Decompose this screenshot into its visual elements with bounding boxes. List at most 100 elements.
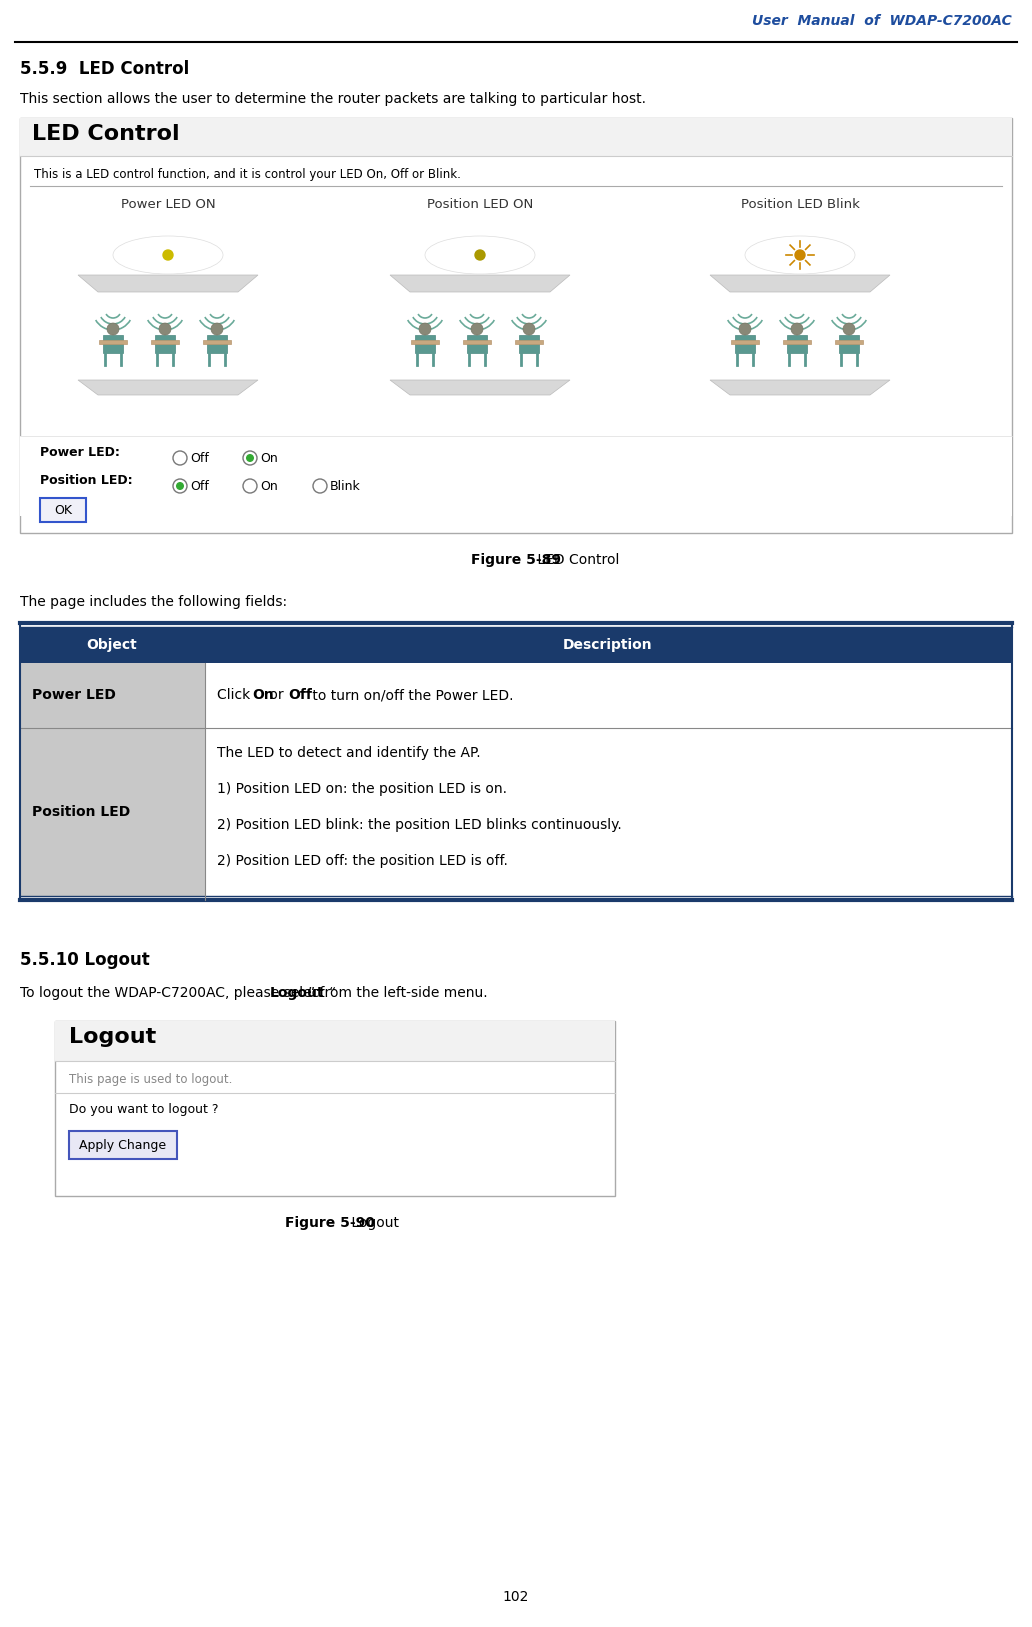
Text: 5.5.10 Logout: 5.5.10 Logout [20,952,150,970]
Text: Do you want to logout ?: Do you want to logout ? [69,1103,219,1116]
Text: Apply Change: Apply Change [79,1139,166,1152]
Bar [155,335,175,353]
Text: The page includes the following fields:: The page includes the following fields: [20,595,287,608]
Text: 1) Position LED on: the position LED is on.: 1) Position LED on: the position LED is … [217,783,507,796]
Bar [151,340,179,343]
Text: LED Control: LED Control [533,553,619,566]
Text: Description: Description [563,638,653,652]
Bar [203,340,231,343]
Text: Figure 5-90: Figure 5-90 [285,1215,375,1230]
Bar [103,335,123,353]
Bar [731,340,759,343]
Circle shape [791,324,803,335]
Text: Position LED Blink: Position LED Blink [741,198,860,212]
Bar [55,1022,615,1196]
Circle shape [173,478,187,493]
Text: Figure 5-89: Figure 5-89 [471,553,561,566]
Text: Position LED: Position LED [32,805,130,818]
Bar [20,626,1012,662]
Text: Position LED:: Position LED: [40,473,133,486]
Bar [20,119,1012,156]
Bar [415,335,436,353]
Text: ” from the left-side menu.: ” from the left-side menu. [309,986,488,1001]
Circle shape [176,482,184,490]
Bar [20,436,1012,516]
Text: or: or [265,688,288,701]
Circle shape [107,324,119,335]
Polygon shape [390,275,570,291]
Circle shape [475,251,485,260]
Bar [787,335,807,353]
Text: Logout: Logout [69,1027,156,1048]
Circle shape [471,324,483,335]
Circle shape [173,451,187,465]
Text: Off: Off [190,480,208,493]
Text: to turn on/off the Power LED.: to turn on/off the Power LED. [308,688,513,701]
Text: Click: Click [217,688,255,701]
Text: This section allows the user to determine the router packets are talking to part: This section allows the user to determin… [20,93,646,106]
Text: Logout: Logout [347,1215,399,1230]
Bar [20,662,205,727]
Circle shape [243,478,257,493]
Text: OK: OK [54,503,72,516]
Circle shape [246,454,254,462]
Circle shape [159,324,171,335]
Text: 2) Position LED blink: the position LED blinks continuously.: 2) Position LED blink: the position LED … [217,818,621,831]
Circle shape [419,324,431,335]
Text: The LED to detect and identify the AP.: The LED to detect and identify the AP. [217,747,481,760]
Circle shape [795,251,805,260]
Text: Power LED ON: Power LED ON [121,198,216,212]
Text: 5.5.9  LED Control: 5.5.9 LED Control [20,60,189,78]
Text: Off: Off [288,688,312,701]
Polygon shape [710,275,890,291]
Text: Position LED ON: Position LED ON [427,198,534,212]
Text: Power LED: Power LED [32,688,116,701]
Ellipse shape [112,236,223,273]
Text: Blink: Blink [330,480,361,493]
Text: This is a LED control function, and it is control your LED On, Off or Blink.: This is a LED control function, and it i… [34,168,461,181]
Text: On: On [260,480,278,493]
Polygon shape [78,381,258,395]
Bar [467,335,487,353]
Text: 2) Position LED off: the position LED is off.: 2) Position LED off: the position LED is… [217,854,508,867]
Circle shape [523,324,535,335]
Circle shape [843,324,854,335]
Ellipse shape [745,236,854,273]
Bar [99,340,127,343]
Bar [69,1131,178,1158]
Text: This page is used to logout.: This page is used to logout. [69,1072,232,1085]
Text: On: On [260,452,278,464]
Circle shape [163,251,173,260]
Bar [783,340,811,343]
Bar [40,498,86,522]
Bar [205,727,1012,896]
Text: Logout: Logout [269,986,324,1001]
Text: LED Control: LED Control [32,124,180,145]
Text: Power LED:: Power LED: [40,446,120,459]
Bar [735,335,755,353]
Circle shape [313,478,327,493]
Circle shape [243,451,257,465]
Bar [839,335,859,353]
Bar [207,335,227,353]
Circle shape [211,324,223,335]
Text: Object: Object [87,638,137,652]
Ellipse shape [425,236,535,273]
Text: User  Manual  of  WDAP-C7200AC: User Manual of WDAP-C7200AC [752,15,1012,28]
Bar [55,1022,615,1061]
Polygon shape [390,381,570,395]
Bar [205,662,1012,727]
Bar [463,340,491,343]
Text: On: On [252,688,273,701]
Circle shape [739,324,751,335]
Bar [519,335,539,353]
Text: 102: 102 [503,1590,529,1604]
Text: Off: Off [190,452,208,464]
Bar [20,727,205,896]
Bar [515,340,543,343]
Polygon shape [78,275,258,291]
Polygon shape [710,381,890,395]
Bar [20,119,1012,534]
Bar [411,340,439,343]
Text: To logout the WDAP-C7200AC, please select “: To logout the WDAP-C7200AC, please selec… [20,986,336,1001]
